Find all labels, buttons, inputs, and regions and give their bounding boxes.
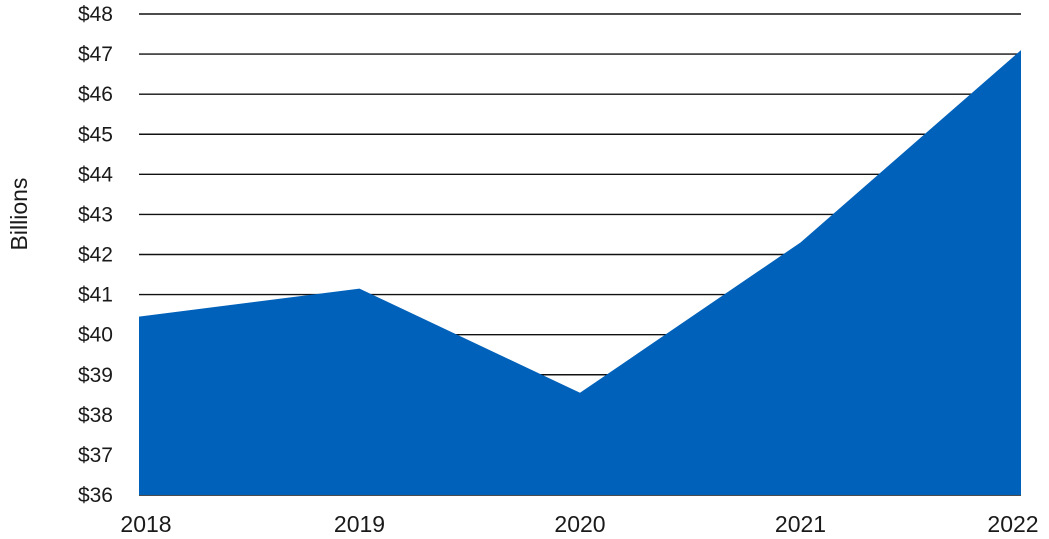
y-tick-label: $36 xyxy=(78,484,113,507)
x-tick-label: 2018 xyxy=(120,511,171,537)
series-area xyxy=(139,50,1021,495)
y-tick-label: $41 xyxy=(78,284,113,307)
y-tick-label: $47 xyxy=(78,43,113,66)
x-tick-label: 2021 xyxy=(775,511,826,537)
y-tick-label: $40 xyxy=(78,324,113,347)
y-tick-label: $37 xyxy=(78,444,113,467)
x-tick-labels: 2018 2019 2020 2021 2022 xyxy=(120,511,1038,537)
x-tick-label: 2019 xyxy=(334,511,385,537)
y-tick-label: $38 xyxy=(78,404,113,427)
x-tick-label: 2022 xyxy=(987,511,1038,537)
series-area-group xyxy=(139,50,1021,495)
x-tick-label: 2020 xyxy=(554,511,605,537)
y-tick-label: $43 xyxy=(78,203,113,226)
y-axis-title: Billions xyxy=(6,178,32,251)
y-tick-label: $48 xyxy=(78,3,113,26)
y-tick-label: $42 xyxy=(78,244,113,267)
y-tick-label: $39 xyxy=(78,364,113,387)
y-tick-label: $45 xyxy=(78,123,113,146)
y-tick-label: $46 xyxy=(78,83,113,106)
y-tick-labels: $36 $37 $38 $39 $40 $41 $42 $43 $44 $45 $46 $47 $48 xyxy=(78,3,113,507)
y-tick-label: $44 xyxy=(78,163,113,186)
